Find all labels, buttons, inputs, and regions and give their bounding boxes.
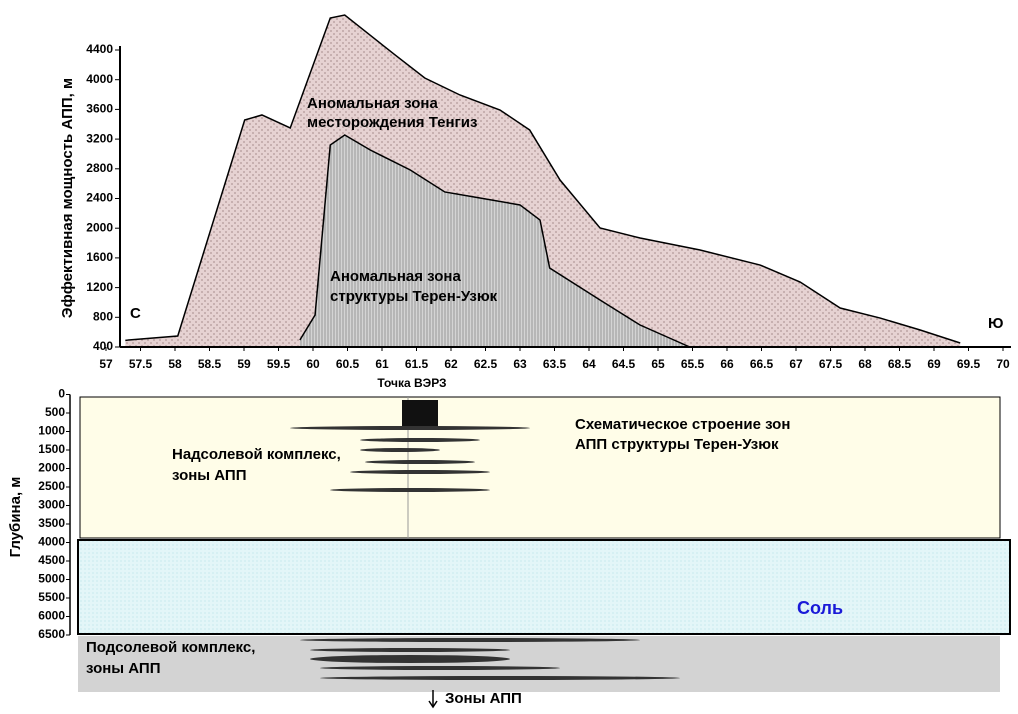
x-tick-label: 69 (927, 357, 941, 371)
annotation: Аномальная зона (330, 268, 461, 285)
x-tick-label: 60 (306, 357, 320, 371)
x-tick-label: 57 (99, 357, 113, 371)
x-tick-label: 57.5 (129, 357, 153, 371)
x-tick-label: 62 (444, 357, 458, 371)
y-tick-label: 4400 (86, 42, 113, 56)
y-tick-label: 1500 (38, 442, 65, 456)
y-tick-label: 0 (58, 387, 65, 401)
y-tick-label: 500 (45, 405, 65, 419)
y-axis-title: Эффективная мощность АПП, м (59, 78, 76, 318)
x-tick-label: 62.5 (474, 357, 498, 371)
annotation: структуры Терен-Узюк (330, 288, 498, 305)
x-tick-label: 61.5 (405, 357, 429, 371)
y-tick-label: 2000 (86, 220, 113, 234)
x-tick-label: 65 (651, 357, 665, 371)
y-tick-label: 1000 (38, 424, 65, 438)
y-axis-title: Глубина, м (7, 477, 24, 558)
y-tick-label: 1600 (86, 250, 113, 264)
y-tick-label: 400 (93, 339, 113, 353)
annotation: Схематическое строение зон (575, 416, 790, 433)
x-tick-label: 59 (237, 357, 251, 371)
x-tick-label: 58 (168, 357, 182, 371)
annotation: Зоны АПП (445, 690, 522, 707)
annotation: С (130, 305, 141, 322)
y-tick-label: 2400 (86, 191, 113, 205)
annotation: месторождения Тенгиз (307, 114, 477, 131)
zone-lenses (290, 400, 680, 680)
area-fill (299, 135, 690, 347)
x-tick-label: 68 (858, 357, 872, 371)
area-outline (125, 14, 961, 344)
annotation: Подсолевой комплекс, (86, 639, 255, 656)
y-tick-label: 3200 (86, 131, 113, 145)
y-tick-label: 5500 (38, 590, 65, 604)
annotation: зоны АПП (86, 660, 160, 677)
annotation: АПП структуры Терен-Узюк (575, 436, 779, 453)
x-tick-label: 61 (375, 357, 389, 371)
y-tick-label: 6500 (38, 627, 65, 641)
x-axis-title: Точка ВЭРЗ (377, 376, 446, 390)
x-tick-label: 66 (720, 357, 734, 371)
x-tick-label: 63.5 (543, 357, 567, 371)
x-tick-label: 63 (513, 357, 527, 371)
x-tick-label: 67.5 (819, 357, 843, 371)
annotation: зоны АПП (172, 467, 246, 484)
y-tick-label: 5000 (38, 572, 65, 586)
annotation: Надсолевой комплекс, (172, 446, 341, 463)
x-tick-label: 68.5 (888, 357, 912, 371)
y-tick-label: 2800 (86, 161, 113, 175)
y-tick-label: 3500 (38, 516, 65, 530)
suprasalt-box (79, 396, 1001, 539)
x-tick-label: 66.5 (750, 357, 774, 371)
x-tick-label: 67 (789, 357, 803, 371)
x-tick-label: 60.5 (336, 357, 360, 371)
y-tick-label: 6000 (38, 609, 65, 623)
x-tick-label: 64 (582, 357, 596, 371)
y-tick-label: 3000 (38, 498, 65, 512)
section-chart: 0 500 1000 1500 2000 2500 3000 3500 4000 4500 5000… (7, 376, 1011, 709)
area-chart: 57 57.5 58 58.5 59 59.5 60 60.5 61 61.5 62 62.5 63 63… (59, 14, 1011, 371)
annotation: Аномальная зона (307, 95, 438, 112)
y-tick-label: 4000 (38, 535, 65, 549)
x-tick-label: 58.5 (198, 357, 222, 371)
x-tick-label: 59.5 (267, 357, 291, 371)
subsalt-box (78, 636, 1000, 692)
salt-box (77, 539, 1011, 635)
x-tick-label: 65.5 (681, 357, 705, 371)
y-tick-label: 4500 (38, 553, 65, 567)
y-tick-label: 2500 (38, 479, 65, 493)
y-tick-label: 3600 (86, 102, 113, 116)
annotation: Ю (988, 315, 1003, 332)
y-tick-label: 2000 (38, 461, 65, 475)
x-tick-label: 64.5 (612, 357, 636, 371)
y-tick-label: 4000 (86, 72, 113, 86)
annotation: Соль (797, 598, 843, 618)
x-tick-label: 70 (996, 357, 1010, 371)
arrow-head (428, 700, 438, 709)
x-tick-label: 69.5 (957, 357, 981, 371)
y-tick-label: 1200 (86, 280, 113, 294)
y-tick-label: 800 (93, 309, 113, 323)
area-outline (299, 134, 691, 348)
